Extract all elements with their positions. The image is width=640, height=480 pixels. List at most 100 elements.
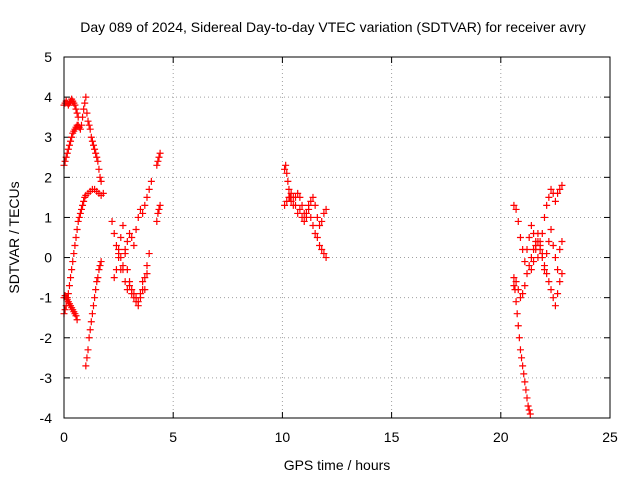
data-point	[554, 266, 562, 274]
data-point	[309, 193, 317, 201]
data-point	[523, 270, 531, 278]
data-point	[316, 242, 324, 250]
data-point	[512, 278, 520, 286]
data-point	[510, 201, 518, 209]
data-point	[71, 242, 79, 250]
x-tick-label: 25	[602, 429, 618, 445]
data-point	[322, 254, 330, 262]
data-point	[283, 197, 291, 205]
data-point	[112, 266, 120, 274]
data-point	[543, 201, 551, 209]
data-point	[551, 254, 559, 262]
data-point	[558, 181, 566, 189]
data-point	[296, 205, 304, 213]
data-point	[119, 221, 127, 229]
series-track-c	[82, 258, 105, 370]
data-point	[94, 274, 102, 282]
data-point	[283, 169, 291, 177]
data-point	[95, 165, 103, 173]
data-point	[117, 254, 125, 262]
data-point	[527, 266, 535, 274]
data-point	[143, 193, 151, 201]
data-point	[143, 262, 151, 270]
data-point	[73, 316, 81, 324]
data-point	[153, 217, 161, 225]
data-point	[128, 290, 136, 298]
y-tick-label: 0	[44, 250, 52, 266]
data-point	[514, 322, 522, 330]
data-point	[123, 238, 131, 246]
data-point	[512, 205, 520, 213]
data-point	[86, 125, 94, 133]
data-point	[524, 402, 532, 410]
data-point	[547, 185, 555, 193]
data-point	[99, 189, 107, 197]
data-point	[134, 213, 142, 221]
data-point	[320, 250, 328, 258]
data-point	[69, 258, 77, 266]
data-point	[84, 346, 92, 354]
data-point	[545, 193, 553, 201]
data-point	[521, 282, 529, 290]
data-point	[75, 213, 83, 221]
data-point	[74, 217, 82, 225]
data-point	[519, 362, 527, 370]
data-point	[294, 209, 302, 217]
data-point	[68, 266, 76, 274]
data-point	[302, 209, 310, 217]
data-point	[97, 258, 105, 266]
data-point	[534, 238, 542, 246]
x-axis-label: GPS time / hours	[284, 457, 391, 473]
data-point	[516, 346, 524, 354]
data-point	[520, 370, 528, 378]
data-point	[83, 109, 91, 117]
data-point	[289, 193, 297, 201]
data-point	[73, 225, 81, 233]
data-point	[298, 201, 306, 209]
data-point	[514, 286, 522, 294]
data-point	[65, 282, 73, 290]
data-point	[556, 185, 564, 193]
y-tick-label: 1	[44, 209, 52, 225]
data-point	[523, 394, 531, 402]
data-point	[322, 205, 330, 213]
data-point	[510, 274, 518, 282]
data-point	[139, 286, 147, 294]
data-point	[82, 362, 90, 370]
y-tick-label: -2	[40, 330, 53, 346]
data-point	[285, 185, 293, 193]
data-point	[282, 161, 290, 169]
data-point	[121, 246, 129, 254]
data-point	[123, 286, 131, 294]
data-point	[145, 185, 153, 193]
data-point	[93, 278, 101, 286]
data-point	[108, 217, 116, 225]
data-point	[85, 121, 93, 129]
data-point	[558, 238, 566, 246]
data-point	[86, 326, 94, 334]
data-point	[91, 145, 99, 153]
data-point	[134, 302, 142, 310]
y-tick-label: -3	[40, 370, 53, 386]
data-point	[156, 201, 164, 209]
data-point	[126, 282, 134, 290]
data-point	[554, 189, 562, 197]
data-points	[60, 93, 566, 418]
y-tick-label: 5	[44, 49, 52, 65]
data-point	[554, 290, 562, 298]
data-point	[91, 294, 99, 302]
data-point	[72, 105, 80, 113]
data-point	[115, 246, 123, 254]
data-point	[67, 274, 75, 282]
series-track-a-high	[60, 93, 105, 185]
data-point	[76, 209, 84, 217]
data-point	[521, 258, 529, 266]
data-point	[141, 201, 149, 209]
data-point	[516, 234, 524, 241]
data-point	[110, 229, 118, 237]
x-tick-label: 20	[493, 429, 509, 445]
data-point	[126, 229, 134, 237]
data-point	[74, 113, 82, 121]
data-point	[89, 302, 97, 310]
